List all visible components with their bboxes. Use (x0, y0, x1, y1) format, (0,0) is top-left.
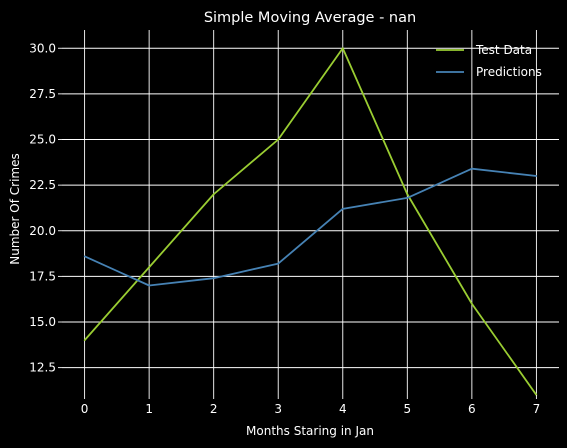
data-point (471, 167, 473, 170)
y-axis-label: Number Of Crimes (8, 153, 22, 264)
y-axis-ticks: 12.5 15.0 17.5 20.0 22.5 25.0 27.5 30.0 (29, 41, 62, 375)
data-point (148, 284, 150, 287)
x-tick-label: 6 (468, 402, 476, 416)
data-point (148, 266, 150, 269)
x-tick-label: 0 (81, 402, 89, 416)
data-point (83, 255, 86, 258)
x-tick-label: 2 (210, 402, 218, 416)
data-point (535, 175, 538, 177)
x-gridlines (84, 30, 537, 395)
data-point (212, 193, 215, 196)
x-tick-label: 3 (274, 402, 282, 416)
y-tick-label: 30.0 (29, 41, 56, 55)
y-tick-label: 20.0 (29, 224, 56, 238)
chart-title: Simple Moving Average - nan (204, 10, 416, 26)
series-line-test-data (83, 47, 538, 396)
y-tick-label: 27.5 (29, 87, 56, 101)
data-point (471, 302, 473, 305)
data-point (277, 262, 280, 265)
data-point (212, 277, 215, 280)
x-axis-ticks: 0 1 2 3 4 5 6 7 (81, 395, 540, 416)
y-tick-label: 25.0 (29, 133, 56, 147)
x-tick-label: 1 (145, 402, 153, 416)
series-group (83, 47, 538, 396)
data-point (406, 197, 409, 199)
y-tick-label: 22.5 (29, 178, 56, 192)
legend-label: Test Data (475, 43, 532, 57)
x-axis-label: Months Staring in Jan (246, 424, 374, 438)
series-line-predictions (84, 167, 537, 287)
y-tick-label: 15.0 (29, 315, 56, 329)
data-point (341, 47, 344, 50)
y-tick-label: 17.5 (29, 269, 56, 283)
x-tick-label: 7 (533, 402, 541, 416)
x-tick-label: 4 (339, 402, 347, 416)
data-point (83, 339, 86, 342)
data-point (341, 208, 344, 210)
data-point (406, 193, 409, 196)
x-tick-label: 5 (403, 402, 411, 416)
legend-label: Predictions (476, 65, 542, 79)
y-tick-label: 12.5 (29, 361, 56, 375)
legend: Test Data Predictions (436, 43, 542, 79)
data-point (277, 138, 280, 141)
